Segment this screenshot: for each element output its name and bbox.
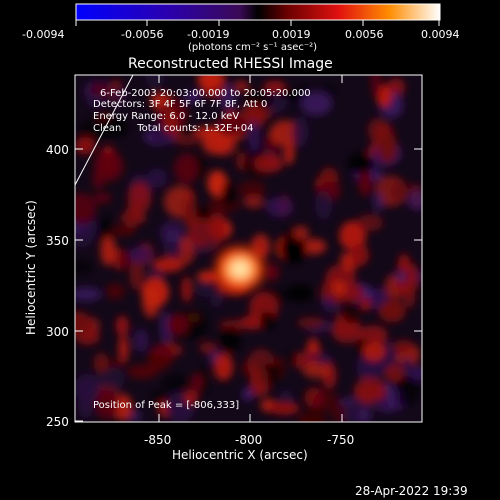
plot-frame bbox=[74, 74, 423, 423]
y-axis-label: Heliocentric Y (arcsec) bbox=[24, 200, 38, 335]
energy-range: Energy Range: 6.0 - 12.0 keV bbox=[93, 111, 239, 122]
colorbar-tick-6: 0.0094 bbox=[421, 28, 460, 41]
footer-timestamp: 28-Apr-2022 19:39 bbox=[355, 484, 468, 498]
clean-counts: Clean Total counts: 1.32E+04 bbox=[93, 123, 253, 134]
colorbar-tick-5: 0.0056 bbox=[345, 28, 384, 41]
colorbar-units: (photons cm⁻² s⁻¹ asec⁻²) bbox=[188, 42, 317, 53]
colorbar-tick-2: -0.0056 bbox=[121, 28, 163, 41]
colorbar-tick-3: -0.0019 bbox=[187, 28, 229, 41]
y-tick-3: 300 bbox=[46, 325, 69, 339]
detectors-line: Detectors: 3F 4F 5F 6F 7F 8F, Att 0 bbox=[93, 99, 267, 110]
limb-line bbox=[75, 75, 134, 186]
colorbar-tick-4: 0.0019 bbox=[272, 28, 311, 41]
axis-ticks bbox=[75, 75, 422, 422]
y-tick-1: 400 bbox=[46, 143, 69, 157]
plot-title: Reconstructed RHESSI Image bbox=[128, 56, 333, 72]
colorbar-gradient bbox=[75, 3, 441, 21]
x-tick-3: -750 bbox=[327, 433, 354, 447]
y-tick-2: 350 bbox=[46, 234, 69, 248]
info-block: 6-Feb-2003 20:03:00.000 to 20:05:20.000 … bbox=[93, 88, 311, 411]
x-axis-label: Heliocentric X (arcsec) bbox=[172, 448, 308, 462]
rhessi-image bbox=[75, 75, 422, 422]
y-tick-4: 250 bbox=[46, 415, 69, 429]
time-range: 6-Feb-2003 20:03:00.000 to 20:05:20.000 bbox=[100, 88, 311, 99]
x-tick-2: -800 bbox=[235, 433, 262, 447]
colorbar-tick-1: -0.0094 bbox=[22, 28, 64, 41]
peak-position: Position of Peak = [-806,333] bbox=[93, 400, 239, 411]
x-tick-1: -850 bbox=[144, 433, 171, 447]
colorbar: -0.0094 -0.0056 -0.0019 0.0019 0.0056 0.… bbox=[22, 3, 460, 53]
